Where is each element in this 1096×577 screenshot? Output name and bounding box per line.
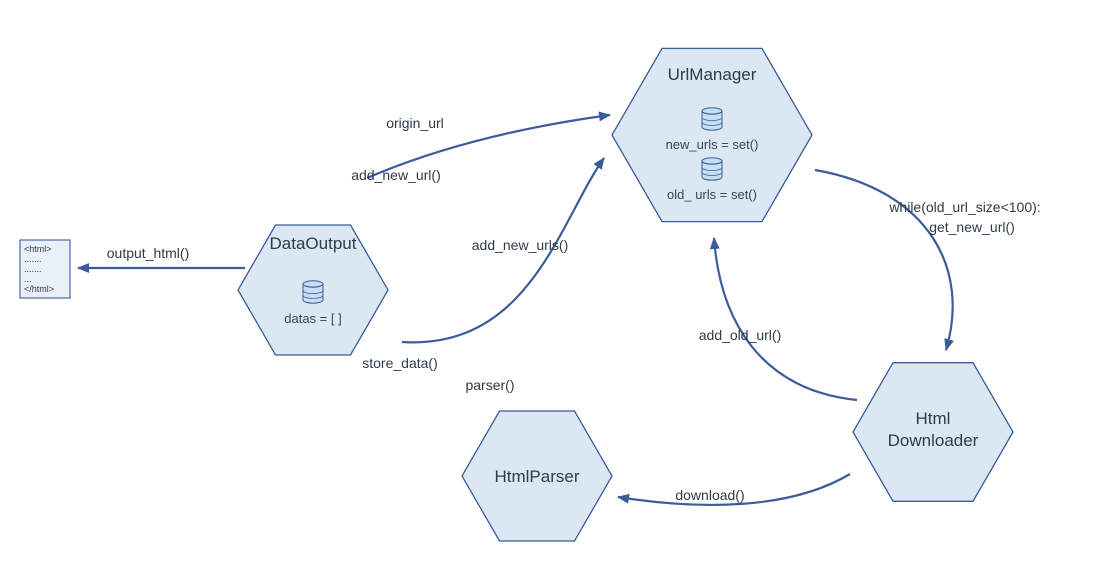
hex-html-downloader: Html Downloader [853, 363, 1013, 502]
hex-title2: Downloader [888, 431, 979, 450]
edge-add-old-url [714, 238, 857, 400]
hex-title: Html [916, 409, 951, 428]
edge-label-add-new-urls: add_new_urls() [472, 237, 569, 253]
html-doc-line: ....... [24, 254, 42, 264]
edge-label-store-data: store_data() [362, 355, 437, 371]
edge-label-download: download() [675, 487, 744, 503]
edge-label-add-old-url: add_old_url() [699, 327, 782, 343]
edge-while-get [815, 170, 953, 350]
diagram-canvas: UrlManager new_urls = set() old_ urls = se… [0, 0, 1096, 577]
hex-title: UrlManager [668, 65, 757, 84]
hex-line: datas = [ ] [284, 311, 341, 326]
html-doc-line: </html> [24, 284, 54, 294]
hex-line: new_urls = set() [666, 137, 759, 152]
edge-label-output-html: output_html() [107, 245, 189, 261]
hex-data-output: DataOutput datas = [ ] [238, 225, 388, 355]
edge-label-add-new-url: add_new_url() [351, 167, 441, 183]
hex-url-manager: UrlManager new_urls = set() old_ urls = se… [612, 48, 812, 221]
html-doc-line: ....... [24, 264, 42, 274]
hex-line: old_ urls = set() [667, 187, 757, 202]
html-doc-line: ... [24, 274, 32, 284]
edge-label-parser: parser() [465, 377, 514, 393]
hex-html-parser: HtmlParser [462, 411, 612, 541]
edge-label-origin-url: origin_url [386, 115, 444, 131]
hex-title: DataOutput [270, 234, 357, 253]
html-doc: <html>.................</html> [20, 240, 70, 298]
hex-title: HtmlParser [494, 467, 579, 486]
edge-label-while-get: while(old_url_size<100): [888, 199, 1040, 215]
html-doc-line: <html> [24, 244, 52, 254]
edge-label2-while-get: get_new_url() [929, 219, 1015, 235]
